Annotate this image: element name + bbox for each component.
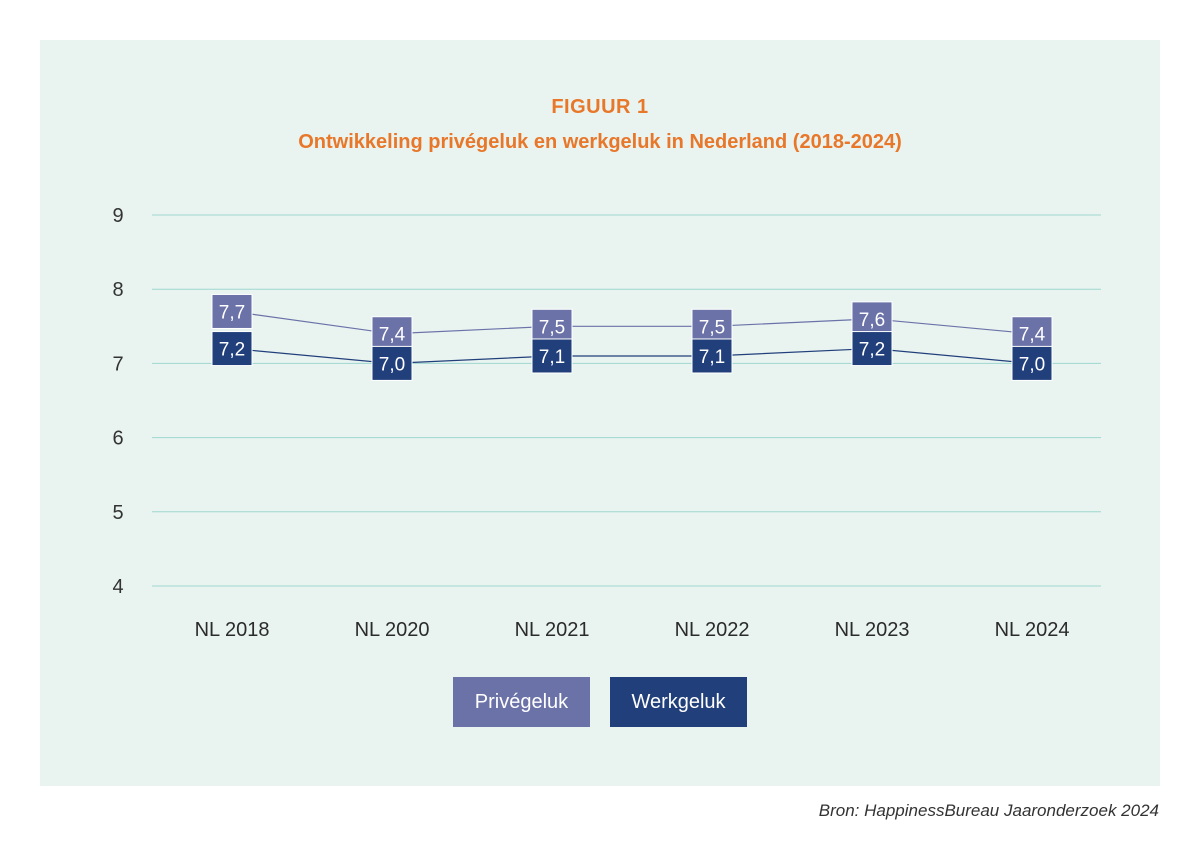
x-axis-ticks: NL 2018 NL 2020 NL 2021 NL 2022 NL 2023 NL 20…: [195, 619, 1070, 641]
y-tick-7: 7: [112, 353, 123, 375]
series-lines: [231, 310, 1033, 365]
data-label-werkgeluk: 7,2: [211, 331, 253, 367]
data-label-box: [851, 331, 893, 367]
data-label-box: [211, 293, 253, 329]
data-label-value: 7,2: [219, 340, 245, 361]
data-label-value: 7,5: [699, 317, 725, 338]
chart-panel: [40, 40, 1160, 786]
x-tick-label: NL 2020: [355, 619, 430, 641]
gridlines: [152, 214, 1101, 587]
data-label-box: [371, 345, 413, 381]
data-label-value: 7,0: [1019, 354, 1045, 375]
data-label-box: [691, 308, 733, 344]
y-tick-5: 5: [112, 502, 123, 524]
data-label-privegeluk: 7,6: [851, 301, 893, 337]
data-label-box: [531, 308, 573, 344]
figure-number: FIGUUR 1: [551, 96, 649, 118]
data-label-value: 7,0: [379, 354, 405, 375]
legend-werkgeluk: Werkgeluk: [610, 677, 747, 727]
data-label-value: 7,6: [859, 310, 885, 331]
series-line-privegeluk: [231, 310, 1033, 335]
y-axis-ticks: 4 5 6 7 8 9: [112, 205, 123, 598]
data-labels: 7,7 7,4 7,5 7,5 7,6 7,4 7,2 7,0 7,1 7,1 7,2 7,0: [211, 293, 1053, 381]
data-label-box: [691, 338, 733, 374]
data-label-box: [851, 301, 893, 337]
data-label-box: [531, 338, 573, 374]
data-label-privegeluk: 7,5: [691, 308, 733, 344]
legend-privegeluk: Privégeluk: [453, 677, 590, 727]
data-label-value: 7,5: [539, 317, 565, 338]
data-label-werkgeluk: 7,1: [691, 338, 733, 374]
data-label-werkgeluk: 7,0: [1011, 345, 1053, 381]
data-label-privegeluk: 7,4: [371, 316, 413, 352]
chart-title: Ontwikkeling privégeluk en werkgeluk in …: [298, 131, 902, 153]
data-label-value: 7,1: [699, 347, 725, 368]
data-label-value: 7,2: [859, 340, 885, 361]
y-tick-6: 6: [112, 428, 123, 450]
data-label-privegeluk: 7,5: [531, 308, 573, 344]
y-tick-9: 9: [112, 205, 123, 227]
data-label-privegeluk: 7,7: [211, 293, 253, 329]
data-label-privegeluk: 7,4: [1011, 316, 1053, 352]
data-label-werkgeluk: 7,1: [531, 338, 573, 374]
data-label-value: 7,7: [219, 302, 245, 323]
data-label-value: 7,4: [1019, 325, 1046, 346]
x-tick-label: NL 2018: [195, 619, 270, 641]
data-label-box: [1011, 316, 1053, 352]
data-label-werkgeluk: 7,0: [371, 345, 413, 381]
source-note: Bron: HappinessBureau Jaaronderzoek 2024: [818, 801, 1159, 820]
data-label-werkgeluk: 7,2: [851, 331, 893, 367]
data-label-box: [1011, 345, 1053, 381]
data-label-box: [211, 331, 253, 367]
y-tick-8: 8: [112, 279, 123, 301]
x-tick-label: NL 2024: [995, 619, 1070, 641]
data-label-value: 7,1: [539, 347, 565, 368]
series-line-werkgeluk: [231, 347, 1033, 365]
x-tick-label: NL 2022: [675, 619, 750, 641]
data-label-value: 7,4: [379, 325, 406, 346]
x-tick-label: NL 2023: [835, 619, 910, 641]
y-tick-4: 4: [112, 576, 123, 598]
x-tick-label: NL 2021: [515, 619, 590, 641]
data-label-box: [371, 316, 413, 352]
